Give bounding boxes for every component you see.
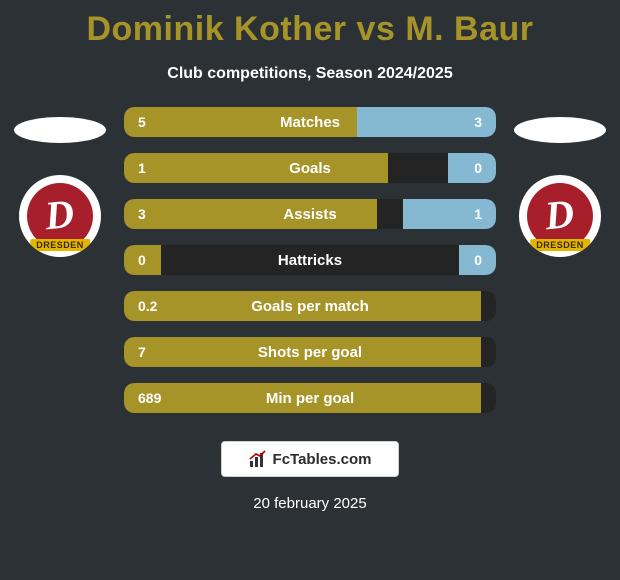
stat-label: Matches — [124, 107, 496, 137]
stat-row: 53Matches — [124, 107, 496, 137]
player-left-column: DRESDEN — [0, 107, 120, 257]
stat-label: Goals — [124, 153, 496, 183]
site-logo[interactable]: FcTables.com — [221, 441, 399, 477]
club-badge-right: DRESDEN — [519, 175, 601, 257]
club-badge-left: DRESDEN — [19, 175, 101, 257]
stat-row: 7Shots per goal — [124, 337, 496, 367]
stat-label: Hattricks — [124, 245, 496, 275]
player-left-silhouette — [14, 117, 106, 143]
stat-row: 00Hattricks — [124, 245, 496, 275]
comparison-area: DRESDEN DRESDEN 53Matches 10Goals 31Assist… — [0, 107, 620, 413]
footer-date: 20 february 2025 — [0, 495, 620, 512]
page-title: Dominik Kother vs M. Baur — [0, 0, 620, 49]
stat-label: Assists — [124, 199, 496, 229]
stat-label: Goals per match — [124, 291, 496, 321]
stat-label: Shots per goal — [124, 337, 496, 367]
site-logo-text: FcTables.com — [273, 451, 372, 468]
stat-row: 0.2Goals per match — [124, 291, 496, 321]
player-right-silhouette — [514, 117, 606, 143]
stat-rows: 53Matches 10Goals 31Assists 00Hattricks 0.2G… — [124, 107, 496, 413]
chart-icon — [249, 450, 267, 468]
stat-row: 689Min per goal — [124, 383, 496, 413]
player-right-column: DRESDEN — [500, 107, 620, 257]
stat-row: 31Assists — [124, 199, 496, 229]
stat-row: 10Goals — [124, 153, 496, 183]
subtitle: Club competitions, Season 2024/2025 — [0, 65, 620, 83]
stat-label: Min per goal — [124, 383, 496, 413]
club-badge-left-banner: DRESDEN — [30, 239, 90, 251]
club-badge-right-banner: DRESDEN — [530, 239, 590, 251]
